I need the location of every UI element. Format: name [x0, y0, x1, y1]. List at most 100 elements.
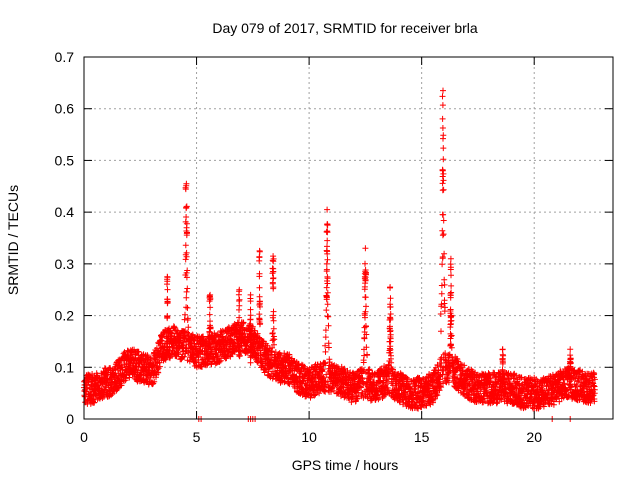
data-point [108, 392, 115, 399]
data-point [388, 352, 394, 359]
data-point [322, 342, 329, 349]
data-point [441, 281, 448, 288]
data-point [316, 390, 323, 397]
y-tick-label: 0.6 [55, 101, 75, 117]
data-point [441, 297, 448, 304]
data-point [246, 322, 253, 329]
data-point [207, 304, 214, 311]
data-point [363, 344, 370, 351]
x-axis-label: GPS time / hours [292, 457, 399, 473]
y-tick-label: 0.3 [55, 256, 75, 272]
data-point [438, 328, 444, 335]
data-point [364, 352, 371, 359]
data-point [182, 311, 188, 318]
data-point [439, 227, 446, 234]
data-point [440, 367, 447, 374]
data-point [437, 311, 444, 317]
data-point [436, 387, 443, 394]
data-point [324, 289, 331, 296]
data-point [438, 384, 445, 391]
y-tick-label: 0.4 [55, 204, 75, 220]
data-point [184, 304, 191, 311]
y-tick-label: 0.1 [55, 359, 75, 375]
data-point [353, 396, 360, 402]
data-point [487, 375, 494, 382]
data-point [457, 361, 464, 368]
data-point [151, 378, 158, 385]
data-point [254, 330, 261, 337]
data-point [432, 395, 438, 402]
data-point [322, 334, 329, 341]
y-axis-label: SRMTID / TECUs [5, 185, 21, 295]
data-point [323, 307, 330, 314]
data-point [438, 290, 445, 297]
data-point [286, 351, 293, 358]
data-point [184, 329, 191, 336]
data-point [437, 383, 444, 390]
data-point [325, 322, 332, 329]
data-point [361, 335, 368, 342]
data-point [461, 362, 468, 369]
data-point [263, 355, 270, 362]
y-tick-label: 0.2 [55, 308, 75, 324]
data-point [438, 301, 445, 308]
data-point [448, 344, 455, 351]
data-series [81, 87, 598, 422]
data-point [182, 242, 189, 249]
grid [84, 57, 613, 419]
data-point [448, 272, 454, 279]
data-point [295, 361, 302, 367]
x-tick-label: 0 [80, 429, 88, 445]
data-point [438, 282, 445, 289]
data-point [91, 399, 98, 406]
chart-title: Day 079 of 2017, SRMTID for receiver brl… [212, 20, 478, 36]
y-tick-label: 0.5 [55, 152, 75, 168]
data-point [319, 375, 326, 382]
data-point [434, 392, 441, 399]
data-point [513, 372, 520, 379]
data-point [354, 395, 361, 402]
data-point [241, 330, 248, 337]
data-point [270, 325, 277, 332]
y-tick-label: 0.7 [55, 49, 75, 65]
data-point [184, 285, 191, 292]
data-point [184, 315, 191, 322]
data-point [439, 173, 446, 180]
data-point [442, 304, 448, 311]
data-point [358, 384, 365, 391]
data-point [440, 217, 447, 224]
x-tick-label: 5 [193, 429, 201, 445]
data-point [89, 371, 96, 377]
data-point [181, 353, 188, 360]
data-point [216, 358, 223, 365]
data-point [366, 366, 373, 373]
data-point [360, 359, 367, 366]
data-point [322, 379, 328, 386]
data-point [325, 344, 332, 351]
data-point [198, 348, 205, 355]
x-tick-label: 15 [414, 429, 430, 445]
data-point [445, 373, 451, 379]
data-point [94, 372, 101, 379]
data-point [388, 359, 395, 366]
data-point [272, 358, 279, 365]
data-point [156, 363, 163, 370]
data-point [404, 376, 411, 382]
data-point [214, 352, 221, 359]
data-point [251, 327, 258, 334]
data-point [322, 360, 329, 367]
data-point [486, 371, 493, 378]
data-point [441, 250, 448, 257]
data-point [118, 382, 125, 389]
data-point [359, 368, 366, 375]
data-point [323, 284, 330, 291]
data-point [331, 387, 337, 394]
data-point [219, 327, 226, 334]
data-point [418, 380, 425, 387]
data-point [323, 371, 330, 378]
x-tick-label: 20 [526, 429, 542, 445]
data-point [517, 396, 524, 403]
data-point [271, 341, 277, 348]
y-tick-label: 0 [66, 411, 74, 427]
